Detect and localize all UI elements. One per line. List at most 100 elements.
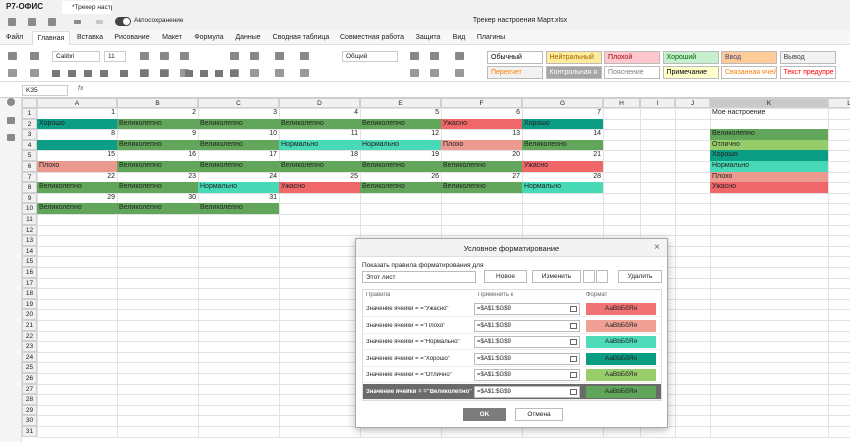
menu-item[interactable]: Плагины	[476, 34, 506, 41]
range-input[interactable]: =$A$1:$G$9	[474, 385, 580, 398]
range-icon[interactable]	[570, 388, 577, 395]
move-down[interactable]	[596, 270, 608, 283]
font-box[interactable]: Calibri	[52, 51, 100, 62]
tool-icon[interactable]	[140, 52, 149, 60]
move-up[interactable]	[583, 270, 595, 283]
redo-icon[interactable]	[96, 20, 103, 24]
close-button[interactable]: ×	[654, 242, 660, 253]
tool-icon[interactable]	[230, 70, 238, 77]
tool-icon[interactable]	[185, 70, 193, 77]
scope-select[interactable]: Этот лист	[362, 271, 476, 283]
range-icon[interactable]	[570, 322, 577, 329]
print-icon[interactable]	[28, 18, 36, 26]
style-preset[interactable]: Нейтральный	[545, 51, 602, 64]
tool-icon[interactable]	[180, 69, 189, 77]
menu-item[interactable]: Формула	[194, 34, 224, 41]
table-header: Применить к	[478, 292, 514, 298]
rule-row[interactable]: Значение ячейки = ="Ужасно" =$A$1:$G$9 АаВ…	[363, 301, 661, 317]
tool-icon[interactable]	[455, 69, 464, 77]
tool-icon[interactable]	[160, 70, 168, 77]
rule-row[interactable]: Значение ячейки = ="Нормально" =$A$1:$G$9…	[363, 334, 661, 350]
rule-row[interactable]: Значение ячейки = ="Плохо" =$A$1:$G$9 АаВb…	[363, 318, 661, 334]
comments-icon[interactable]	[7, 117, 15, 124]
tool-icon[interactable]	[410, 52, 419, 60]
tool-icon[interactable]	[275, 52, 284, 60]
style-preset[interactable]: Вывод	[779, 51, 836, 64]
menu-item[interactable]: Данные	[235, 34, 261, 41]
style-preset[interactable]: Примечание	[662, 66, 719, 79]
menu-item[interactable]: Вид	[452, 34, 466, 41]
tool-icon[interactable]	[180, 52, 189, 60]
tool-icon[interactable]	[100, 70, 108, 77]
tool-icon[interactable]	[300, 52, 309, 60]
tool-icon[interactable]	[120, 70, 128, 77]
range-input[interactable]: =$A$1:$G$9	[474, 369, 580, 381]
cell-reference[interactable]: K35	[22, 85, 68, 96]
tool-icon[interactable]	[430, 52, 439, 60]
style-preset[interactable]: Хороший	[662, 51, 719, 64]
tool-icon[interactable]	[455, 52, 464, 60]
tool-icon[interactable]	[30, 69, 39, 77]
rule-row[interactable]: Значение ячейки = ="Отлично" =$A$1:$G$9 Аа…	[363, 367, 661, 383]
tool-icon[interactable]	[430, 69, 439, 77]
button[interactable]: Отмена	[515, 408, 563, 421]
style-preset[interactable]: Текст предупре	[779, 66, 836, 79]
tool-icon[interactable]	[52, 70, 60, 77]
tool-icon[interactable]	[8, 69, 17, 77]
preview-icon[interactable]	[48, 18, 56, 26]
range-input[interactable]: =$A$1:$G$9	[474, 303, 580, 315]
size-box[interactable]: 11	[104, 51, 126, 62]
button[interactable]: Новое	[484, 270, 527, 283]
style-preset[interactable]: Контрольная я	[545, 66, 602, 79]
row-header-corner	[22, 98, 37, 108]
menu-item[interactable]: Защита	[415, 34, 441, 41]
menu-item[interactable]: Рисование	[114, 34, 150, 41]
rule-row[interactable]: Значение ячейки = ="Хорошо" =$A$1:$G$9 АаВ…	[363, 351, 661, 367]
range-icon[interactable]	[570, 306, 577, 312]
rule-row[interactable]: Значение ячейки = ="Великолепно" =$A$1:$G…	[363, 383, 661, 400]
autosave-toggle[interactable]	[115, 17, 131, 26]
cell: 19	[431, 151, 439, 159]
range-icon[interactable]	[570, 355, 577, 362]
doc-tab[interactable]: *Трекер настр...	[62, 1, 112, 14]
range-input[interactable]: =$A$1:$G$9	[474, 319, 580, 332]
chat-icon[interactable]	[7, 134, 15, 141]
tool-icon[interactable]	[230, 52, 239, 60]
tool-icon[interactable]	[140, 70, 148, 77]
tool-icon[interactable]	[200, 70, 208, 77]
number-format-box[interactable]: Общий	[342, 51, 398, 62]
tool-icon[interactable]	[68, 70, 76, 77]
tool-icon[interactable]	[250, 69, 259, 77]
range-input[interactable]: =$A$1:$G$9	[474, 336, 580, 348]
style-preset[interactable]: Связанная ячей	[721, 66, 777, 79]
button[interactable]: Удалить	[618, 270, 662, 283]
save-icon[interactable]	[8, 18, 16, 26]
button[interactable]: OK	[463, 408, 506, 421]
range-icon[interactable]	[570, 339, 577, 345]
range-icon[interactable]	[570, 372, 577, 378]
menu-item[interactable]: Макет	[162, 34, 182, 41]
button[interactable]: Изменить	[532, 270, 581, 283]
undo-icon[interactable]	[74, 20, 81, 24]
menu-item[interactable]: Совместная работа	[340, 34, 405, 41]
tool-icon[interactable]	[160, 52, 169, 60]
menu-item[interactable]: Главная	[32, 31, 70, 45]
style-preset[interactable]: Обычный	[487, 51, 543, 64]
tool-icon[interactable]	[410, 69, 419, 77]
menu-item[interactable]: Вставка	[76, 34, 104, 41]
tool-icon[interactable]	[300, 69, 309, 77]
menu-item[interactable]: Файл	[6, 34, 24, 41]
style-preset[interactable]: Пояснение	[604, 66, 660, 79]
tool-icon[interactable]	[275, 69, 284, 77]
style-preset[interactable]: Плохой	[604, 51, 660, 64]
style-preset[interactable]: Ввод	[721, 51, 777, 64]
tool-icon[interactable]	[8, 52, 17, 60]
range-input[interactable]: =$A$1:$G$9	[474, 352, 580, 365]
tool-icon[interactable]	[30, 52, 39, 60]
style-preset[interactable]: Пересчет	[487, 66, 543, 79]
tool-icon[interactable]	[250, 52, 259, 60]
search-icon[interactable]	[7, 98, 15, 106]
tool-icon[interactable]	[84, 70, 92, 77]
tool-icon[interactable]	[215, 70, 223, 77]
menu-item[interactable]: Сводная таблица	[272, 34, 330, 41]
